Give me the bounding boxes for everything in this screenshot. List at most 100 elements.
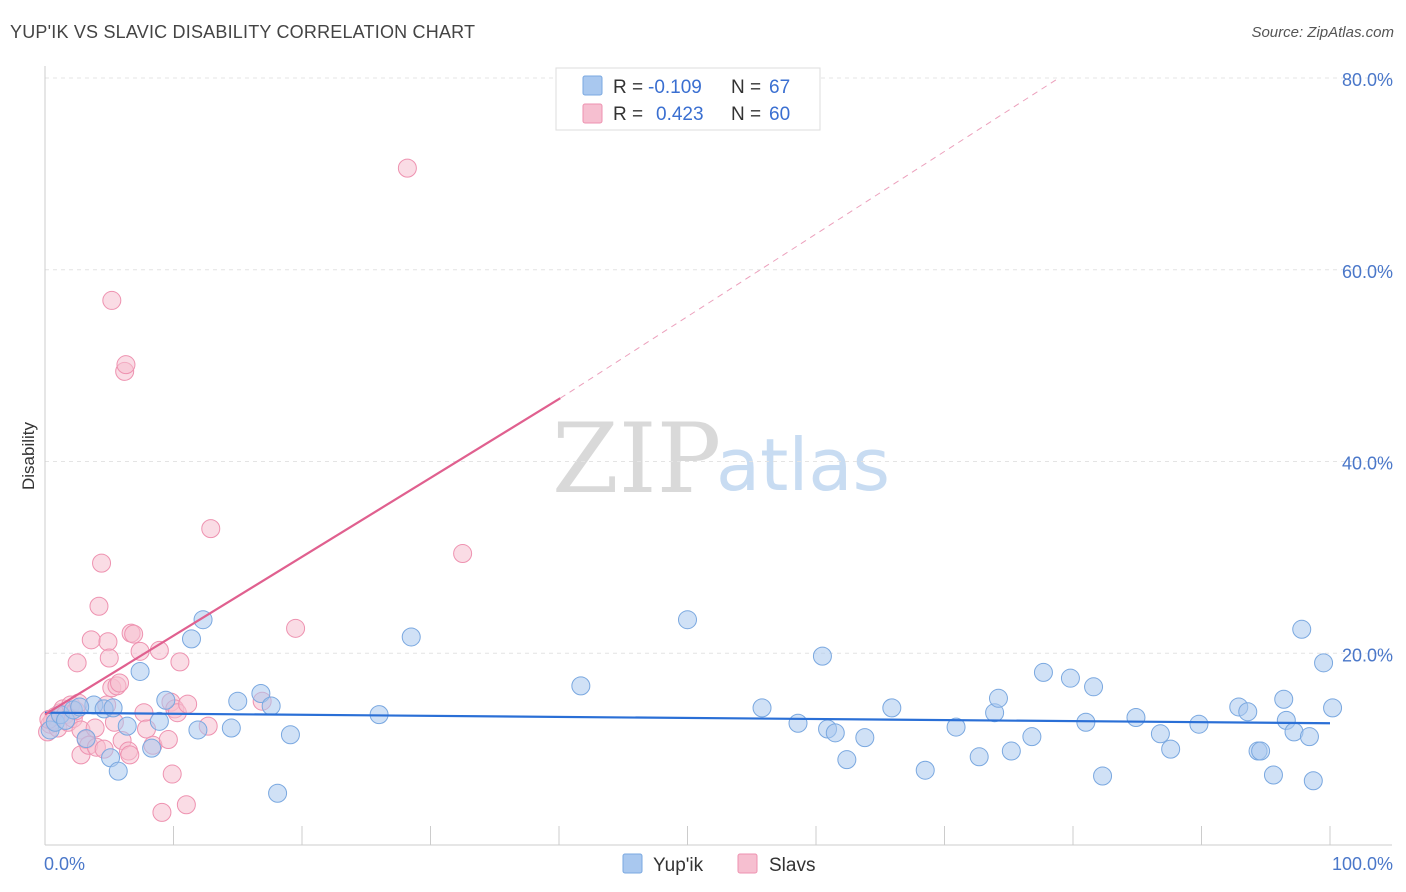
x-tick-label-min: 0.0%	[44, 854, 85, 874]
y-tick-label-80: 80.0%	[1342, 70, 1393, 90]
yupik-point-37	[915, 760, 935, 780]
yupik-point-66	[70, 697, 90, 717]
yupik-point-30	[788, 713, 808, 733]
y-axis-label: Disability	[19, 421, 38, 490]
slavs-point-25	[98, 632, 118, 652]
watermark: ZIP atlas	[552, 403, 890, 515]
slavs-point-44	[152, 802, 172, 822]
yupik-point-63	[1303, 771, 1323, 791]
legend-r-label-yupik: R =	[613, 77, 643, 98]
series-legend-label-yupik: Yup'ik	[653, 855, 704, 876]
yupik-point-64	[1314, 653, 1334, 673]
yupik-point-24	[280, 725, 300, 745]
slavs-point-14	[67, 653, 87, 673]
yupik-point-54	[1238, 702, 1258, 722]
slavs-point-38	[124, 624, 144, 644]
yupik-point-12	[130, 661, 150, 681]
slavs-point-36	[120, 745, 140, 765]
yupik-point-41	[988, 688, 1008, 708]
axes	[44, 66, 1392, 846]
slavs-point-22	[92, 553, 112, 573]
yupik-point-48	[1093, 766, 1113, 786]
slavs-point-26	[99, 648, 119, 668]
yupik-point-35	[855, 728, 875, 748]
chart-source: Source: ZipAtlas.com	[1251, 24, 1394, 41]
slavs-trend-line	[44, 397, 561, 716]
yupik-point-16	[181, 629, 201, 649]
y-tick-label-20: 20.0%	[1342, 645, 1393, 665]
yupik-point-10	[108, 761, 128, 781]
slavs-point-57	[397, 158, 417, 178]
x-tick-label-max: 100.0%	[1332, 854, 1393, 874]
watermark-atlas: atlas	[716, 423, 890, 507]
yupik-points	[40, 610, 1343, 803]
grid-lines	[45, 77, 1392, 654]
yupik-point-43	[1022, 727, 1042, 747]
yupik-point-51	[1161, 739, 1181, 759]
watermark-zip: ZIP	[552, 403, 721, 515]
slavs-point-47	[162, 764, 182, 784]
legend-r-label-slavs: R =	[613, 104, 643, 125]
slavs-point-58	[453, 544, 473, 564]
legend-swatch-yupik	[582, 75, 603, 96]
yupik-point-36	[882, 698, 902, 718]
trend-lines	[44, 77, 1331, 725]
yupik-point-27	[571, 676, 591, 696]
series-legend: Yup'ik Slavs	[622, 853, 815, 876]
yupik-point-29	[752, 698, 772, 718]
yupik-point-19	[221, 718, 241, 738]
slavs-point-52	[178, 694, 198, 714]
legend-r-value-slavs: 0.423	[656, 104, 704, 125]
yupik-point-26	[401, 627, 421, 647]
yupik-point-23	[268, 783, 288, 803]
slavs-point-51	[176, 795, 196, 815]
series-legend-label-slavs: Slavs	[769, 855, 815, 876]
yupik-point-57	[1263, 765, 1283, 785]
yupik-point-20	[228, 691, 248, 711]
slavs-point-18	[81, 630, 101, 650]
slavs-point-21	[89, 596, 109, 616]
yupik-point-65	[1323, 698, 1343, 718]
slavs-points	[38, 158, 473, 822]
yupik-point-33	[825, 723, 845, 743]
yupik-point-15	[156, 690, 176, 710]
yupik-point-47	[1084, 677, 1104, 697]
slavs-point-54	[201, 519, 221, 539]
yupik-point-52	[1189, 714, 1209, 734]
yupik-point-58	[1274, 689, 1294, 709]
slavs-point-31	[110, 673, 130, 693]
yupik-point-49	[1126, 707, 1146, 727]
correlation-legend: R = -0.109 N = 67 R = 0.423 N = 60	[555, 67, 821, 131]
yupik-point-44	[1033, 662, 1053, 682]
y-tick-label-60: 60.0%	[1342, 262, 1393, 282]
yupik-point-21	[251, 684, 271, 704]
legend-n-label-slavs: N =	[731, 104, 761, 125]
yupik-point-5	[76, 729, 96, 749]
yupik-point-56	[1251, 741, 1271, 761]
yupik-point-50	[1150, 724, 1170, 744]
yupik-point-45	[1060, 668, 1080, 688]
slavs-point-45	[158, 730, 178, 750]
slavs-point-34	[116, 355, 136, 375]
chart-title: YUP'IK VS SLAVIC DISABILITY CORRELATION …	[10, 22, 476, 42]
yupik-point-38	[946, 717, 966, 737]
slavs-point-56	[286, 618, 306, 638]
yupik-point-22	[261, 696, 281, 716]
tick-labels: 20.0% 40.0% 60.0% 80.0% 0.0% 100.0%	[44, 70, 1393, 874]
yupik-point-34	[837, 750, 857, 770]
legend-n-label-yupik: N =	[731, 77, 761, 98]
legend-n-value-slavs: 60	[769, 104, 790, 125]
yupik-point-31	[812, 646, 832, 666]
yupik-point-17	[188, 720, 208, 740]
yupik-point-39	[969, 747, 989, 767]
yupik-point-42	[1001, 741, 1021, 761]
yupik-trend-line	[44, 711, 1331, 725]
yupik-point-28	[678, 610, 697, 630]
series-legend-swatch-slavs	[737, 853, 758, 874]
legend-n-value-yupik: 67	[769, 77, 790, 98]
series-legend-swatch-yupik	[622, 853, 643, 874]
legend-r-value-yupik: -0.109	[648, 77, 702, 98]
yupik-point-61	[1292, 619, 1312, 639]
yupik-point-14	[149, 711, 169, 731]
